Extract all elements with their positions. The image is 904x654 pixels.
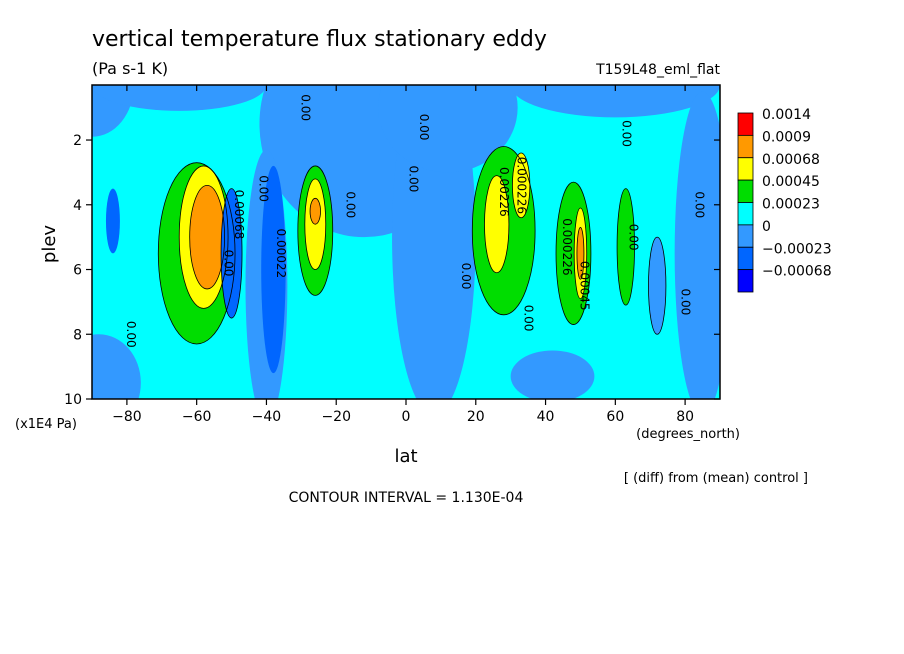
diff-note: [ (diff) from (mean) control ] xyxy=(624,471,808,486)
contour-label: 0.00 xyxy=(619,120,633,147)
contour-label: 0.00 xyxy=(298,94,312,121)
x-tick-label: −20 xyxy=(321,409,351,425)
contour-line xyxy=(178,165,229,309)
field-region xyxy=(310,198,321,225)
chart-title: vertical temperature flux stationary edd… xyxy=(92,27,547,52)
field-region xyxy=(617,188,635,306)
contour-labels: 0.00 0.00 0.00 0.00 0.00 0.00 0.00 0.00 0.00 0.00… xyxy=(124,94,707,347)
contour-line xyxy=(309,197,321,225)
y-tick-label: 4 xyxy=(73,198,82,214)
colorbar-swatch xyxy=(737,202,754,226)
units-label: (Pa s-1 K) xyxy=(92,59,168,78)
field-region xyxy=(378,85,518,173)
colorbar-swatch xyxy=(737,246,754,271)
contour-line xyxy=(576,227,585,280)
field-region xyxy=(648,237,666,335)
y-axis-label: plev xyxy=(39,225,60,264)
colorbar-label: 0.0009 xyxy=(762,129,811,145)
field-region xyxy=(189,185,225,289)
x-tick-label: 0 xyxy=(402,409,411,425)
contour-label: 0.00 xyxy=(222,250,236,277)
colorbar-swatch xyxy=(737,269,754,293)
x-tick-label: −40 xyxy=(252,409,282,425)
x-axis: −80 −60 −40 −20 0 20 40 60 80 xyxy=(112,85,694,425)
field-region xyxy=(92,85,267,111)
contour-label: 0.00 xyxy=(256,175,270,202)
contour-label: 0.00 xyxy=(344,191,358,218)
contour-label: 0.00226 xyxy=(497,167,511,217)
run-id-label: T159L48_eml_flat xyxy=(595,62,720,78)
colorbar-legend: 0.0014 0.0009 0.00068 0.00045 0.00023 0 −0.000… xyxy=(737,107,832,293)
colorbar-label: 0.00023 xyxy=(762,197,820,213)
colorbar-swatch xyxy=(737,224,754,248)
contour-label: 0.00045 xyxy=(577,261,591,311)
contour-label: 0.00 xyxy=(693,191,707,218)
x-tick-label: −60 xyxy=(182,409,212,425)
contour-line xyxy=(304,178,327,270)
field-region xyxy=(261,165,286,374)
colorbar-swatch xyxy=(737,112,754,136)
field-region xyxy=(105,188,120,254)
contour-fields xyxy=(92,85,720,399)
contour-line xyxy=(573,207,588,300)
x-tick-label: −80 xyxy=(112,409,142,425)
contour-line xyxy=(297,165,334,296)
y-tick-label: 8 xyxy=(73,327,82,343)
field-region xyxy=(510,350,595,399)
contour-label: 0.00 xyxy=(626,224,640,251)
contour-label: 0.00 xyxy=(124,321,138,348)
colorbar-label: 0.0014 xyxy=(762,107,811,123)
colorbar-label: 0.00045 xyxy=(762,174,820,190)
field-region xyxy=(510,85,720,118)
contour-label: 0.00068 xyxy=(232,190,246,240)
contour-label: 0.000226 xyxy=(560,218,574,275)
contour-lines xyxy=(157,146,667,345)
colorbar-label: −0.00023 xyxy=(762,241,832,257)
contour-line xyxy=(512,152,531,219)
contour-line xyxy=(555,181,592,325)
x-tick-label: 60 xyxy=(606,409,624,425)
contour-label: 0.00022 xyxy=(274,229,288,279)
field-region xyxy=(92,334,141,399)
contour-line xyxy=(484,175,510,274)
field-region xyxy=(221,188,243,319)
contour-label: 0.000226 xyxy=(515,157,529,214)
colorbar-swatch xyxy=(737,134,754,159)
contour-label: 0.00 xyxy=(679,289,693,316)
contour-line xyxy=(616,188,635,306)
y-tick-label: 10 xyxy=(64,392,82,408)
colorbar-label: 0.00068 xyxy=(762,152,820,168)
x-axis-label: lat xyxy=(394,446,417,467)
contour-line xyxy=(220,188,243,319)
field-region xyxy=(674,91,720,399)
colorbar-swatch xyxy=(737,157,754,181)
contour-line xyxy=(157,162,236,345)
field-region xyxy=(484,175,509,273)
contour-label: 0.00 xyxy=(522,305,536,332)
x-axis-units: (degrees_north) xyxy=(636,427,740,442)
x-tick-label: 20 xyxy=(467,409,485,425)
contour-label: 0.00 xyxy=(406,166,420,193)
field-region xyxy=(576,227,584,280)
y-axis-units: (x1E4 Pa) xyxy=(15,417,77,432)
contour-line xyxy=(648,236,667,335)
contour-interval-label: CONTOUR INTERVAL = 1.130E-04 xyxy=(289,490,524,506)
contour-line xyxy=(189,184,225,290)
contour-label: 0.00 xyxy=(417,114,431,141)
colorbar-label: −0.00068 xyxy=(762,264,832,280)
x-tick-label: 80 xyxy=(676,409,694,425)
y-tick-label: 2 xyxy=(73,133,82,149)
x-tick-label: 40 xyxy=(537,409,555,425)
contour-label: 0.00 xyxy=(459,263,473,290)
y-tick-label: 6 xyxy=(73,263,82,279)
colorbar-label: 0 xyxy=(762,219,771,235)
contour-line xyxy=(471,146,536,316)
colorbar-swatch xyxy=(737,179,754,203)
y-axis: 2 4 6 8 10 xyxy=(64,133,720,408)
